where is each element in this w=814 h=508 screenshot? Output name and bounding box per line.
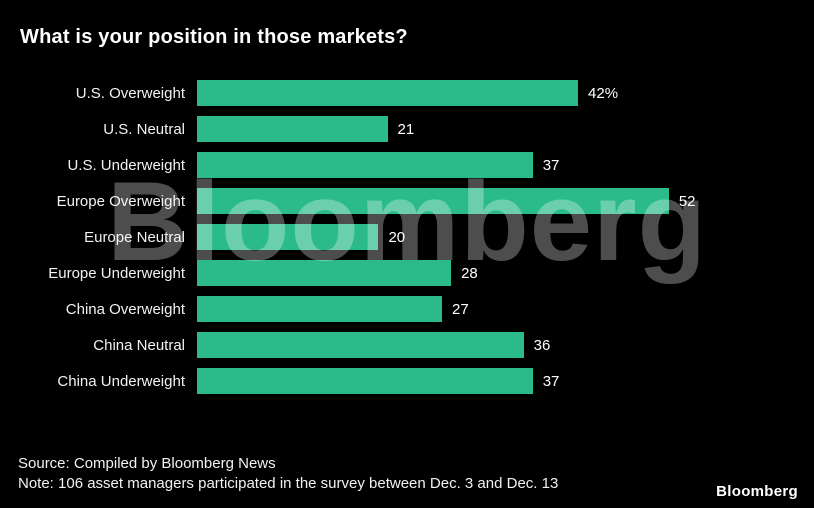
bar-area: 27 xyxy=(197,296,814,322)
value-label: 27 xyxy=(452,300,469,318)
chart-row: U.S. Overweight 42% xyxy=(0,80,814,106)
chart-row: China Underweight 37 xyxy=(0,368,814,394)
bar xyxy=(197,116,388,142)
bar-area: 42% xyxy=(197,80,814,106)
bar xyxy=(197,152,533,178)
category-label: China Overweight xyxy=(65,300,185,318)
value-label: 52 xyxy=(678,192,696,210)
chart-row: China Overweight 27 xyxy=(0,296,814,322)
value-label: 37 xyxy=(542,372,560,390)
category-label: U.S. Overweight xyxy=(75,84,185,102)
bar-area: 37 xyxy=(197,368,814,394)
category-label: U.S. Neutral xyxy=(103,120,185,138)
chart-row: Europe Neutral 20 xyxy=(0,224,814,250)
bar xyxy=(197,332,524,358)
bar-area: 20 xyxy=(197,224,814,250)
bloomberg-logo: Bloomberg xyxy=(716,483,798,500)
bar-area: 52 xyxy=(197,188,814,214)
value-label: 42% xyxy=(588,84,619,102)
category-label: Europe Neutral xyxy=(84,228,185,246)
value-label: 37 xyxy=(542,156,560,174)
bar xyxy=(197,368,533,394)
category-label: U.S. Underweight xyxy=(67,156,185,174)
chart-row: U.S. Neutral 21 xyxy=(0,116,814,142)
value-label: 20 xyxy=(388,228,406,246)
bar xyxy=(197,296,442,322)
bar xyxy=(197,188,669,214)
source-text: Source: Compiled by Bloomberg News xyxy=(18,455,276,472)
chart-row: Europe Overweight 52 xyxy=(0,188,814,214)
bar xyxy=(197,80,579,106)
category-label: China Neutral xyxy=(93,336,185,354)
value-label: 28 xyxy=(461,264,478,282)
bar-area: 21 xyxy=(197,116,814,142)
bar-area: 36 xyxy=(197,332,814,358)
note-text: Note: 106 asset managers participated in… xyxy=(18,475,559,492)
chart-row: Europe Underweight 28 xyxy=(0,260,814,286)
bar xyxy=(197,224,379,250)
chart-row: U.S. Underweight 37 xyxy=(0,152,814,178)
value-label: 36 xyxy=(533,336,551,354)
category-label: Europe Underweight xyxy=(48,264,185,282)
bar-area: 37 xyxy=(197,152,814,178)
chart-row: China Neutral 36 xyxy=(0,332,814,358)
bar xyxy=(197,260,452,286)
category-label: China Underweight xyxy=(57,372,185,390)
value-label: 21 xyxy=(397,120,415,138)
bar-area: 28 xyxy=(197,260,814,286)
category-label: Europe Overweight xyxy=(56,192,185,210)
chart-title: What is your position in those markets? xyxy=(20,26,408,48)
chart-rows: U.S. Overweight 42% U.S. Neutral 21 U.S. Und… xyxy=(0,80,814,404)
